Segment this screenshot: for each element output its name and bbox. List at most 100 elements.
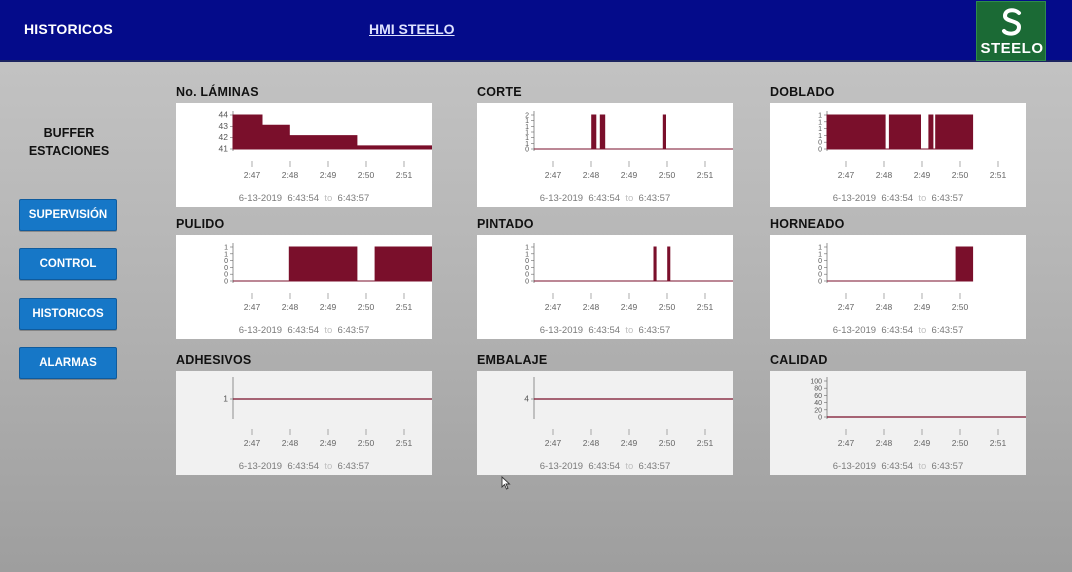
range-start: 6:43:54 <box>881 461 914 472</box>
y-tick-label: 1 <box>818 119 822 126</box>
y-tick-label: 43 <box>219 121 229 131</box>
y-tick-label: 1 <box>525 141 529 148</box>
y-tick-label: 0 <box>525 147 529 154</box>
header-bar: HISTORICOS HMI STEELO STEELO <box>0 0 1072 62</box>
range-to: to <box>918 325 927 336</box>
y-tick-label: 1 <box>525 124 529 131</box>
series-area <box>534 114 733 150</box>
x-tick-label: 2:50 <box>659 438 676 448</box>
chart-title-corte: CORTE <box>477 85 522 99</box>
x-tick-label: 2:49 <box>914 438 931 448</box>
x-tick-label: 2:50 <box>358 438 375 448</box>
chart-panel-embalaje: 4 2:47 2:48 2:49 2:50 2:51 6-13-2019 6:43:54 … <box>477 371 733 475</box>
y-tick-label: 1 <box>525 251 529 258</box>
range-start: 6:43:54 <box>881 193 914 204</box>
y-tick-label: 0 <box>224 258 228 265</box>
range-to: to <box>625 193 634 204</box>
y-tick-label: 0 <box>525 279 529 286</box>
time-range-label: 6-13-2019 6:43:54 to 6:43:57 <box>176 193 432 204</box>
x-tick-label: 2:50 <box>358 170 375 180</box>
y-tick-label: 2 <box>525 113 529 120</box>
range-start: 6:43:54 <box>588 193 621 204</box>
y-tick-label: 1 <box>525 130 529 137</box>
time-range-label: 6-13-2019 6:43:54 to 6:43:57 <box>176 461 432 472</box>
series-area <box>534 246 733 282</box>
y-tick-label: 0 <box>818 265 822 272</box>
y-tick-label: 20 <box>814 407 822 414</box>
y-tick-label: 0 <box>525 258 529 265</box>
x-tick-label: 2:50 <box>952 170 969 180</box>
y-tick-label: 1 <box>525 118 529 125</box>
range-date: 6-13-2019 <box>539 193 584 204</box>
supervision-button[interactable]: SUPERVISIÓN <box>19 199 117 231</box>
historicos-button[interactable]: HISTORICOS <box>19 298 117 330</box>
y-tick-label: 1 <box>818 126 822 133</box>
x-tick-label: 2:48 <box>583 302 600 312</box>
y-tick-label: 4 <box>524 394 529 404</box>
y-tick-label: 1 <box>818 245 822 252</box>
series-area <box>826 114 974 150</box>
y-tick-label: 0 <box>818 258 822 265</box>
chart-panel-pintado: 1 1 0 0 0 0 2:47 2:48 2:49 2:50 2:51 6-13-2019 6:4… <box>477 235 733 339</box>
y-tick-label: 60 <box>814 393 822 400</box>
range-start: 6:43:54 <box>588 461 621 472</box>
y-tick-label: 1 <box>224 251 228 258</box>
x-tick-label: 2:51 <box>396 438 413 448</box>
chart-panel-laminas: 44 43 42 41 2:47 2:48 2:49 2:50 2:51 6-13-2019 6… <box>176 103 432 207</box>
range-to: to <box>324 325 333 336</box>
x-tick-label: 2:47 <box>838 438 855 448</box>
alarmas-button[interactable]: ALARMAS <box>19 347 117 379</box>
range-to: to <box>625 325 634 336</box>
range-start: 6:43:54 <box>881 325 914 336</box>
mouse-cursor-icon <box>501 476 511 490</box>
chart-panel-adhesivos: 1 2:47 2:48 2:49 2:50 2:51 6-13-2019 6:43:54 … <box>176 371 432 475</box>
y-tick-label: 0 <box>818 140 822 147</box>
chart-svg: 4 2:47 2:48 2:49 2:50 2:51 <box>524 377 733 448</box>
y-tick-label: 44 <box>219 110 229 120</box>
x-tick-label: 2:48 <box>876 438 893 448</box>
chart-panel-doblado: 1 1 1 1 0 0 2:47 2:48 2:49 2:50 2:51 6-13-2019 6:4… <box>770 103 1026 207</box>
y-tick-label: 1 <box>525 245 529 252</box>
x-tick-label: 2:51 <box>396 170 413 180</box>
x-tick-label: 2:49 <box>621 170 638 180</box>
y-tick-label: 1 <box>818 113 822 120</box>
chart-title-pintado: PINTADO <box>477 217 534 231</box>
x-tick-label: 2:50 <box>358 302 375 312</box>
chart-panel-corte: 2 1 1 1 1 1 0 2:47 2:48 2:49 2:50 2:51 6-13-2019 6:… <box>477 103 733 207</box>
range-end: 6:43:57 <box>337 461 370 472</box>
x-tick-label: 2:51 <box>990 170 1007 180</box>
x-tick-label: 2:48 <box>282 302 299 312</box>
y-tick-label: 42 <box>219 132 229 142</box>
chart-title-embalaje: EMBALAJE <box>477 353 548 367</box>
series-area <box>827 246 974 282</box>
control-button[interactable]: CONTROL <box>19 248 117 280</box>
chart-panel-pulido: 1 1 0 0 0 0 2:47 2:48 2:49 2:50 2:51 6-13-2019 6:4… <box>176 235 432 339</box>
buffer-stations-label: BUFFER ESTACIONES <box>24 124 114 160</box>
range-to: to <box>324 193 333 204</box>
chart-title-laminas: No. LÁMINAS <box>176 85 259 99</box>
y-tick-label: 40 <box>814 400 822 407</box>
x-tick-label: 2:51 <box>990 438 1007 448</box>
y-tick-label: 1 <box>818 133 822 140</box>
chart-panel-horneado: 1 1 0 0 0 0 2:47 2:48 2:49 2:50 6-13-2019 6:43:54… <box>770 235 1026 339</box>
x-tick-label: 2:48 <box>583 170 600 180</box>
y-tick-label: 1 <box>223 394 228 404</box>
range-end: 6:43:57 <box>337 325 370 336</box>
x-tick-label: 2:50 <box>952 438 969 448</box>
range-end: 6:43:57 <box>931 193 964 204</box>
x-tick-label: 2:48 <box>282 170 299 180</box>
chart-title-calidad: CALIDAD <box>770 353 828 367</box>
range-end: 6:43:57 <box>638 325 671 336</box>
app-name-link[interactable]: HMI STEELO <box>369 21 455 37</box>
x-tick-label: 2:47 <box>838 170 855 180</box>
x-tick-label: 2:47 <box>244 302 261 312</box>
x-tick-label: 2:49 <box>320 170 337 180</box>
range-start: 6:43:54 <box>287 461 320 472</box>
